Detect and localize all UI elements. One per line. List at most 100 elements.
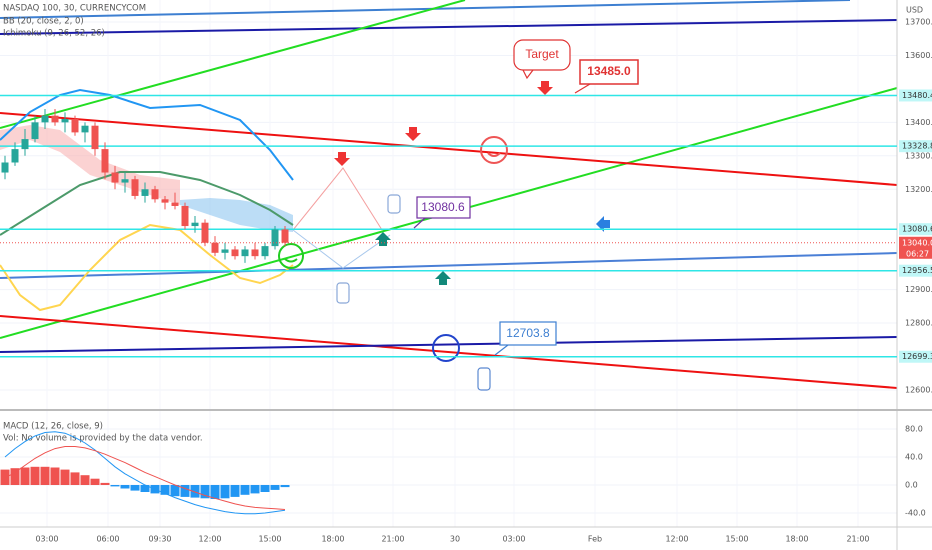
candle-body bbox=[131, 179, 139, 196]
histogram-bar bbox=[140, 485, 150, 492]
candle-body bbox=[271, 229, 279, 247]
grid bbox=[0, 0, 897, 527]
histogram-bar bbox=[220, 485, 230, 499]
y-tick-label: 40.0 bbox=[905, 453, 923, 462]
callout bbox=[579, 59, 639, 85]
level-label: 12956.5 bbox=[902, 266, 932, 275]
candle-body bbox=[71, 119, 79, 133]
candle-body bbox=[261, 246, 269, 257]
indicator-label: Ichimoku (9, 26, 52, 26) bbox=[3, 29, 105, 39]
histogram-bar bbox=[60, 469, 70, 485]
x-tick-label: 09:30 bbox=[148, 535, 171, 544]
drawings bbox=[0, 0, 898, 391]
candle-body bbox=[191, 222, 199, 227]
callout-text: Target bbox=[525, 47, 559, 61]
y-tick-label: 0.0 bbox=[905, 481, 918, 490]
candle-body bbox=[221, 249, 229, 253]
trend-line bbox=[0, 336, 898, 353]
arrow-left bbox=[596, 216, 610, 232]
indicator-note: Vol: No volume is provided by the data v… bbox=[3, 434, 203, 444]
face bbox=[432, 334, 460, 362]
level-tag bbox=[899, 89, 932, 102]
callout-text: 12703.8 bbox=[506, 326, 550, 340]
last-price-label: 13040.0 bbox=[902, 238, 932, 247]
x-tick-label: 03:00 bbox=[502, 535, 525, 544]
arrow-up bbox=[435, 271, 451, 285]
candle-body bbox=[231, 249, 239, 257]
symbol-title: NASDAQ 100, 30, CURRENCYCOM bbox=[3, 4, 146, 14]
x-tick-label: 03:00 bbox=[35, 535, 58, 544]
histogram-bar bbox=[210, 485, 220, 499]
x-tick-label: 21:00 bbox=[381, 535, 404, 544]
histogram-bar bbox=[250, 485, 260, 494]
trend-line bbox=[0, 112, 898, 186]
y-tick-label: 13700.0 bbox=[905, 18, 932, 27]
y-tick-label: 13400.0 bbox=[905, 118, 932, 127]
trend-line bbox=[0, 252, 898, 279]
x-tick-label: Feb bbox=[588, 535, 602, 544]
histogram-bar bbox=[90, 478, 100, 485]
smiley-mouth bbox=[284, 258, 298, 263]
candle-body bbox=[41, 115, 49, 123]
callout-pointer bbox=[413, 217, 426, 229]
histogram-bar bbox=[130, 485, 140, 491]
callout-pointer bbox=[574, 83, 591, 94]
y-tick-label: 12600.0 bbox=[905, 385, 932, 394]
callout bbox=[499, 321, 557, 346]
x-tick-label: 30 bbox=[450, 535, 460, 544]
candle-body bbox=[251, 249, 259, 257]
y-tick-label: 12900.0 bbox=[905, 285, 932, 294]
candle-body bbox=[171, 202, 179, 206]
histogram-bar bbox=[230, 485, 240, 497]
hand-icon bbox=[336, 282, 350, 304]
candle-body bbox=[1, 162, 9, 173]
x-tick-label: 12:00 bbox=[198, 535, 221, 544]
y-tick-label: 13300.0 bbox=[905, 151, 932, 160]
candle-body bbox=[21, 139, 29, 150]
y-tick-label: 13600.0 bbox=[905, 51, 932, 60]
trend-line bbox=[0, 315, 898, 389]
arrow-down bbox=[405, 127, 421, 141]
histogram-bar bbox=[270, 485, 280, 490]
level-label: 13328.8 bbox=[902, 142, 932, 151]
arrow-down bbox=[537, 81, 553, 95]
x-tick-label: 21:00 bbox=[846, 535, 869, 544]
level-tag bbox=[899, 223, 932, 236]
histogram-bar bbox=[20, 467, 30, 485]
histogram-bar bbox=[280, 485, 290, 488]
histogram-bar bbox=[180, 485, 190, 497]
bb-lower bbox=[0, 223, 294, 312]
macd-line bbox=[4, 431, 286, 515]
level-tag bbox=[899, 350, 932, 363]
level-label: 12699.3 bbox=[902, 352, 932, 361]
callout-text: 13080.6 bbox=[421, 200, 465, 214]
histogram-bar bbox=[190, 485, 200, 498]
candles bbox=[1, 108, 289, 263]
signal-line bbox=[4, 446, 286, 510]
candle-body bbox=[141, 189, 149, 196]
candle-body bbox=[31, 122, 39, 140]
candle-body bbox=[51, 115, 59, 123]
x-tick-label: 12:00 bbox=[665, 535, 688, 544]
candle-body bbox=[211, 242, 219, 253]
candle-body bbox=[161, 199, 169, 203]
level-tag bbox=[899, 140, 932, 153]
candle-body bbox=[81, 125, 89, 133]
candle-body bbox=[11, 149, 19, 163]
y-tick-label: 13200.0 bbox=[905, 185, 932, 194]
arrow-down bbox=[334, 152, 350, 166]
candle-body bbox=[121, 179, 129, 183]
bb-upper bbox=[0, 88, 294, 181]
candle-body bbox=[61, 119, 69, 123]
last-price-tag bbox=[899, 236, 932, 259]
x-tick-label: 06:00 bbox=[96, 535, 119, 544]
y-tick-label: 80.0 bbox=[905, 425, 923, 434]
axis-unit: USD bbox=[906, 6, 923, 15]
x-tick-label: 18:00 bbox=[321, 535, 344, 544]
candle-body bbox=[201, 222, 209, 243]
histogram-bar bbox=[160, 485, 170, 495]
histogram-bar bbox=[30, 466, 40, 485]
callout-text: 13485.0 bbox=[587, 64, 631, 78]
